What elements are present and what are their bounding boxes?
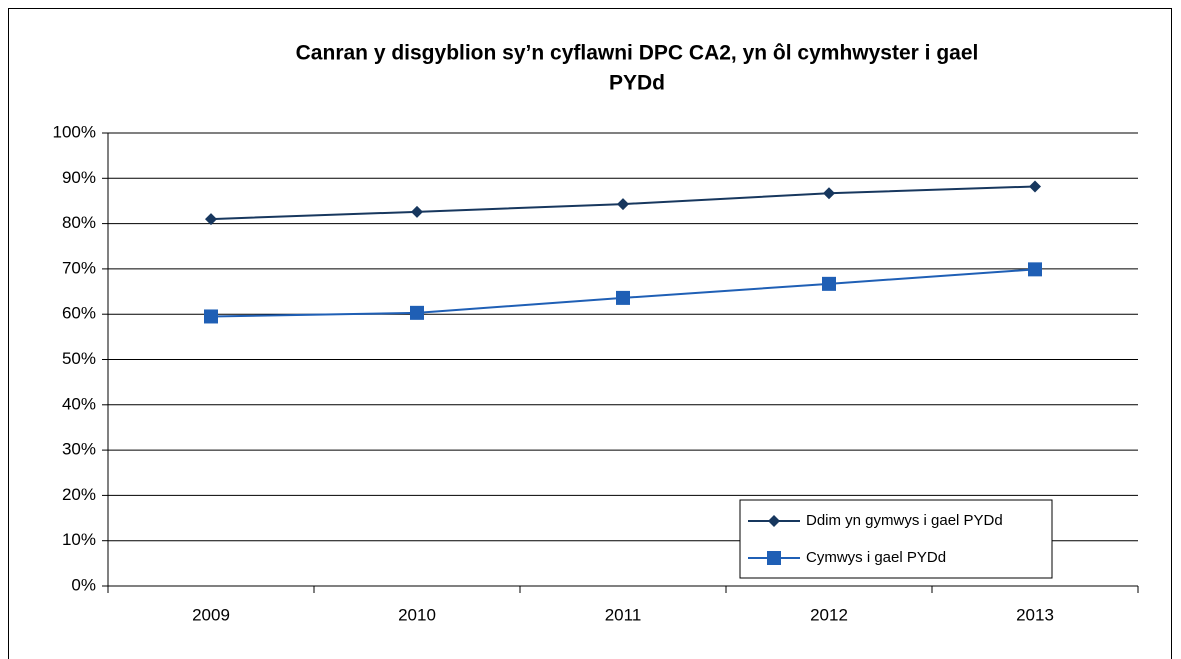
y-tick-label: 60% [62,304,96,323]
y-tick-label: 90% [62,168,96,187]
legend-label: Cymwys i gael PYDd [806,549,946,566]
data-point [1028,262,1042,277]
y-tick-label: 80% [62,213,96,232]
data-point [410,305,424,320]
data-point [204,309,218,324]
data-point [617,198,629,211]
legend-label: Ddim yn gymwys i gael PYDd [806,512,1003,529]
x-tick-label: 2012 [810,605,848,624]
data-point [823,187,835,200]
y-tick-label: 10% [62,530,96,549]
data-point [616,290,630,305]
y-tick-label: 100% [53,122,96,141]
y-tick-label: 0% [71,575,96,594]
x-tick-label: 2009 [192,605,230,624]
x-tick-label: 2010 [398,605,436,624]
y-tick-label: 70% [62,258,96,277]
chart-title: Canran y disgyblion sy’n cyflawni DPC CA… [296,42,979,65]
data-point [411,205,423,218]
legend-marker [768,515,780,527]
data-point [1029,180,1041,193]
legend [739,499,1053,579]
y-tick-label: 40% [62,394,96,413]
legend-marker [767,551,781,565]
y-tick-label: 50% [62,349,96,368]
y-tick-label: 20% [62,485,96,504]
x-tick-label: 2011 [605,605,642,624]
x-tick-label: 2013 [1016,605,1054,624]
data-point [822,276,836,291]
y-tick-label: 30% [62,440,96,459]
data-point [205,213,217,226]
chart-title: PYDd [609,72,665,95]
